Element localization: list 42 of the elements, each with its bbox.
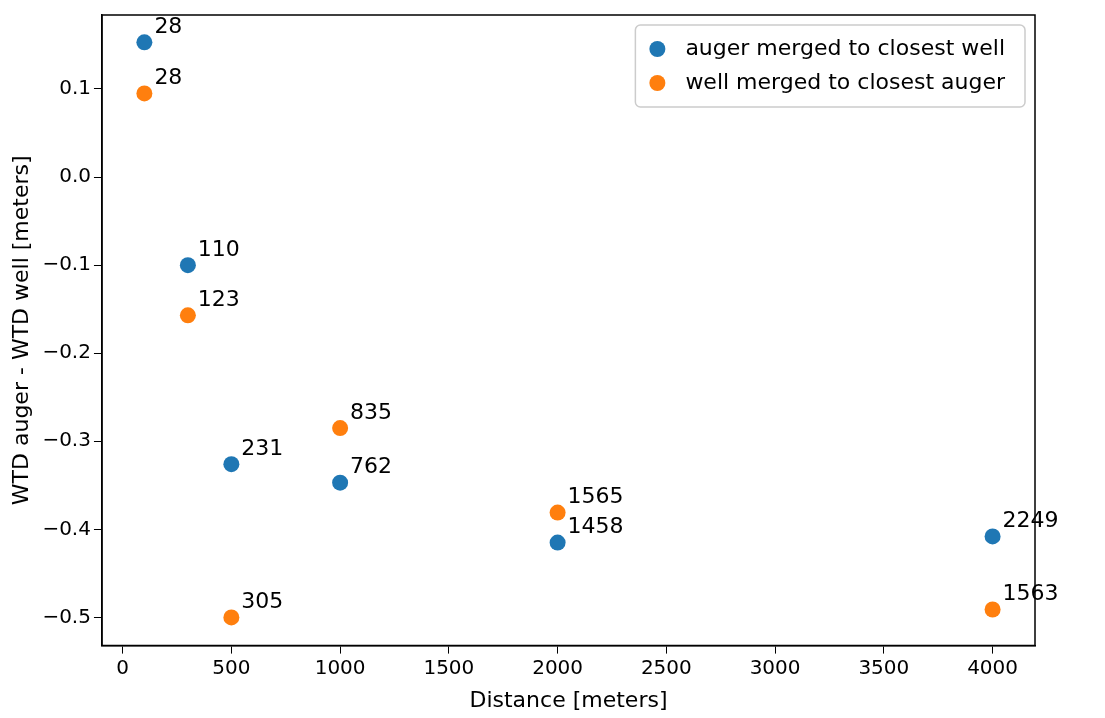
x-tick-label: 2000 [532, 654, 584, 679]
x-tick-label: 1500 [423, 654, 475, 679]
x-axis-title: Distance [meters] [469, 686, 668, 712]
y-tick-label: −0.5 [42, 603, 91, 628]
annotation: 305 [241, 588, 284, 614]
annotation: 835 [350, 398, 393, 424]
point [179, 257, 196, 274]
point [136, 34, 153, 51]
y-tick-label: −0.3 [42, 427, 91, 452]
x-tick-label: 3500 [858, 654, 910, 679]
y-tick-label: 0.0 [59, 163, 91, 188]
legend-label: well merged to closest auger [685, 68, 1006, 94]
point [179, 307, 196, 324]
y-tick-label: −0.4 [42, 515, 91, 540]
point [223, 456, 240, 473]
x-tick-label: 1000 [314, 654, 366, 679]
y-axis-title: WTD auger - WTD well [meters] [7, 155, 33, 506]
y-tick-label: −0.1 [42, 251, 91, 276]
point [332, 474, 349, 491]
annotation: 110 [197, 235, 240, 261]
annotation: 28 [154, 64, 183, 90]
x-tick-label: 4000 [967, 654, 1019, 679]
x-tick-label: 500 [212, 654, 251, 679]
legend-label: auger merged to closest well [685, 34, 1005, 60]
point [223, 609, 240, 626]
y-tick-label: −0.2 [42, 339, 91, 364]
annotation: 762 [350, 453, 393, 479]
annotation: 231 [241, 434, 284, 460]
point [332, 420, 349, 437]
annotation: 28 [154, 13, 183, 39]
point [136, 85, 153, 102]
point [549, 534, 566, 551]
annotation: 1565 [567, 483, 624, 509]
x-tick-label: 0 [116, 654, 129, 679]
point [984, 528, 1001, 545]
y-tick-label: 0.1 [59, 75, 91, 100]
annotation: 123 [197, 286, 240, 312]
x-tick-label: 3000 [749, 654, 801, 679]
point [984, 601, 1001, 618]
annotation: 1458 [567, 513, 624, 539]
x-tick-label: 2500 [640, 654, 692, 679]
point [549, 504, 566, 521]
